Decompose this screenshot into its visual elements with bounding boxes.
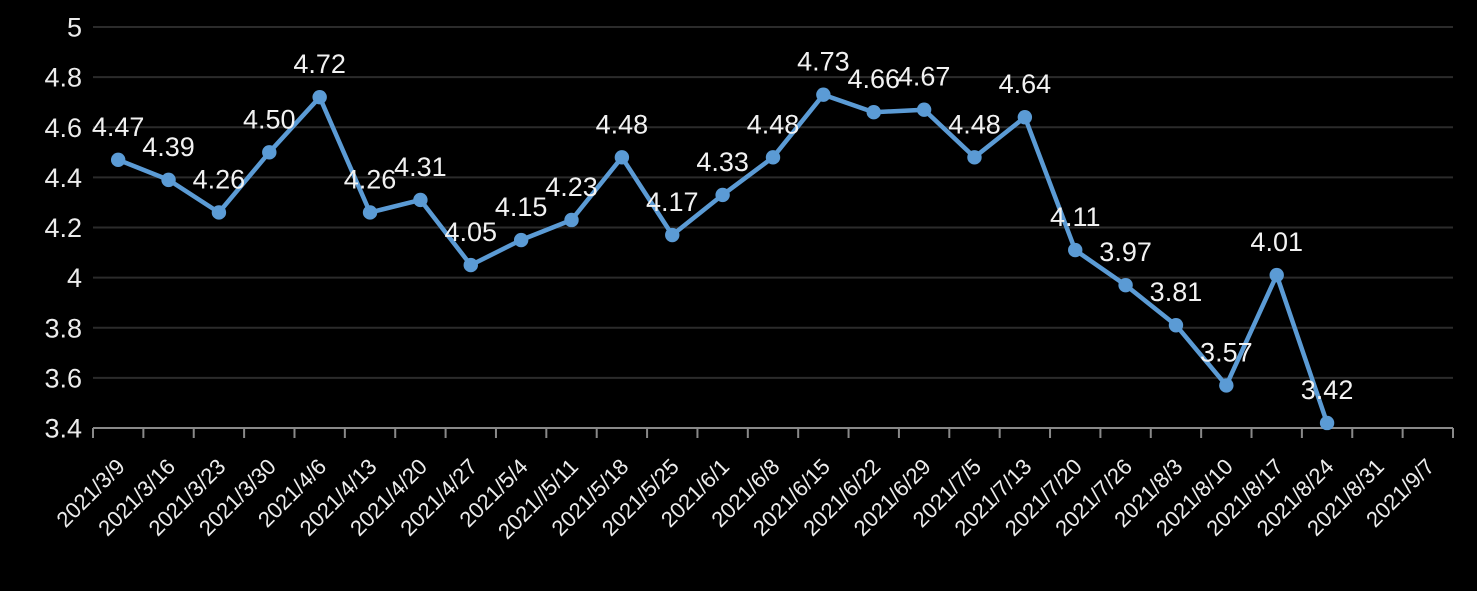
data-point-marker [1269,267,1284,283]
y-axis-tick-label: 4.8 [44,63,82,93]
data-point-label: 4.33 [696,147,749,177]
data-point-marker [715,187,730,203]
data-point-label: 4.11 [1050,202,1101,232]
data-point-marker [413,192,428,208]
data-point-label: 4.23 [545,172,598,202]
data-point-label: 4.17 [646,187,699,217]
data-point-label: 4.47 [92,112,145,142]
data-point-marker [312,89,327,105]
data-point-marker [1168,318,1184,333]
data-point-marker [463,257,478,273]
y-axis-tick-label: 3.6 [44,363,82,393]
data-point-label: 4.05 [444,217,497,247]
data-point-label: 4.39 [142,132,195,162]
data-point-marker [765,150,781,165]
data-point-label: 4.26 [344,164,397,194]
y-axis-tick-label: 4 [67,263,82,293]
data-point-label: 3.81 [1150,277,1203,307]
data-point-marker [262,145,277,160]
y-axis-tick-label: 3.8 [44,313,82,343]
data-point-marker [866,105,881,120]
data-point-marker [1017,110,1033,125]
data-point-label: 3.42 [1301,375,1354,405]
data-point-marker [816,87,831,102]
data-point-marker [1118,277,1133,293]
data-point-label: 4.72 [293,49,346,79]
data-point-label: 3.97 [1099,237,1152,267]
data-point-marker [110,152,126,168]
data-point-marker [513,232,529,248]
data-point-marker [665,227,680,243]
gridlines [93,26,1453,379]
data-point-label: 4.50 [243,104,296,134]
y-axis: 5 4.8 4.6 4.4 4.2 4 3.8 3.6 3.4 [44,13,82,444]
data-point-label: 4.66 [847,64,900,94]
data-point-marker [161,172,176,188]
y-axis-tick-label: 4.4 [44,163,82,193]
data-point-label: 4.01 [1250,227,1303,257]
data-point-marker [211,205,227,220]
y-axis-tick-label: 4.6 [44,113,82,143]
data-point-marker [362,205,378,220]
data-point-marker [967,150,982,165]
y-axis-tick-label: 5 [67,13,82,43]
data-point-label: 4.26 [193,164,246,194]
y-axis-tick-label: 4.2 [44,213,82,243]
data-point-marker [564,212,579,228]
data-point-label: 4.48 [948,109,1001,139]
data-point-label: 4.73 [797,47,850,77]
data-point-marker [1319,415,1335,431]
data-labels: 4.474.394.264.504.724.264.314.054.154.23… [92,47,1353,405]
data-point-label: 4.31 [394,152,447,182]
data-point-label: 4.64 [999,69,1052,99]
data-point-marker [614,150,630,165]
data-point-label: 3.57 [1200,337,1253,367]
data-point-label: 4.15 [495,192,548,222]
y-axis-tick-label: 3.4 [44,414,82,444]
data-point-label: 4.48 [596,109,649,139]
data-point-label: 4.48 [747,109,800,139]
data-point-marker [1219,378,1234,393]
data-point-marker [1068,242,1083,258]
x-axis: 2021/3/92021/3/162021/3/232021/3/302021/… [51,427,1454,544]
data-point-marker [916,102,932,117]
data-point-label: 4.67 [898,62,951,92]
data-series [110,87,1335,431]
